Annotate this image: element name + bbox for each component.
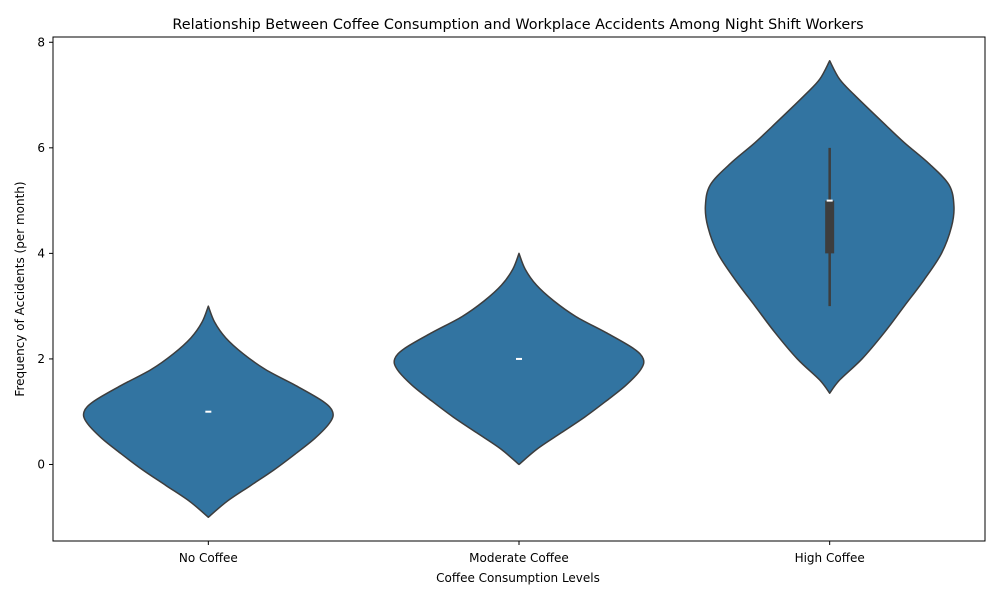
x-tick-label: Moderate Coffee xyxy=(469,551,569,565)
x-tick-label: No Coffee xyxy=(179,551,238,565)
x-axis: No Coffee Moderate Coffee High Coffee xyxy=(179,541,865,565)
iqr-box xyxy=(825,200,835,254)
y-tick-label: 0 xyxy=(37,457,45,471)
x-tick-label: High Coffee xyxy=(795,551,865,565)
box-group xyxy=(205,147,835,413)
chart-title: Relationship Between Coffee Consumption … xyxy=(172,17,863,33)
x-axis-label: Coffee Consumption Levels xyxy=(436,571,600,585)
y-tick-label: 4 xyxy=(37,246,45,260)
y-tick-label: 8 xyxy=(37,35,45,49)
y-axis: 0 2 4 6 8 xyxy=(37,35,53,471)
y-tick-label: 2 xyxy=(37,352,45,366)
y-axis-label: Frequency of Accidents (per month) xyxy=(13,181,27,396)
y-tick-label: 6 xyxy=(37,141,45,155)
